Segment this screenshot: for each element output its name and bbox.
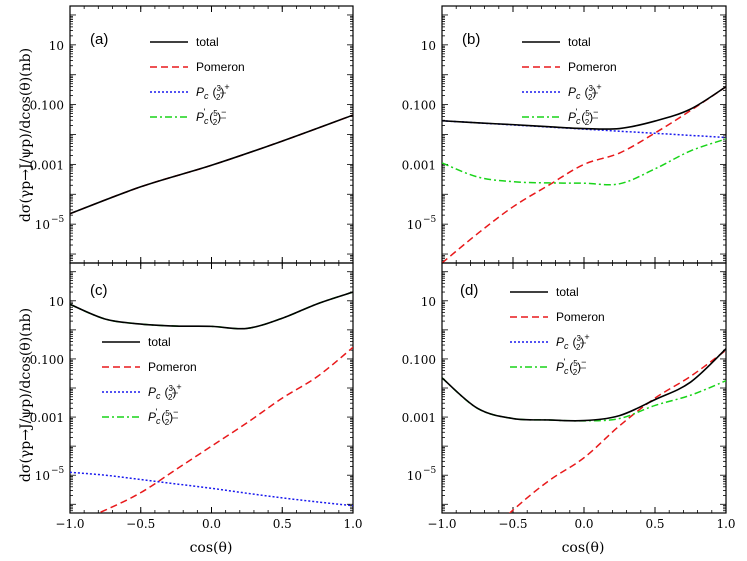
y-tick-label: 0.001 [402, 411, 436, 425]
y-tick-label: 0.001 [30, 411, 64, 425]
legend-label-pomeron: Pomeron [556, 310, 605, 324]
legend-label-pc32: Pc (3 2)+ [196, 82, 230, 102]
plot-frame [441, 262, 727, 514]
legend-label-total: total [568, 35, 591, 49]
series-line-total [70, 291, 353, 330]
legend-label-pomeron: Pomeron [568, 60, 617, 74]
y-tick-label: 10 [35, 218, 50, 232]
y-tick-label: 0.001 [402, 158, 436, 172]
legend-label-pc52: Pc' (5 2)− [556, 357, 586, 377]
legend: total Pomeron Pc (3 2)+ Pc' (5 2)− [522, 35, 617, 127]
legend-label-pc52: Pc' (5 2)− [568, 107, 598, 127]
x-tick-label: 0.5 [645, 517, 664, 531]
y-tick-label: 0.001 [30, 158, 64, 172]
series-line-pomeron [508, 349, 726, 513]
y-tick-exponent: −5 [423, 466, 437, 476]
y-tick-label: 0.100 [30, 99, 64, 113]
y-tick-label: 10 [421, 295, 436, 309]
x-tick-label: 1.0 [343, 517, 362, 531]
y-tick-label: 0.100 [402, 99, 436, 113]
y-tick-exponent: −5 [423, 215, 437, 225]
legend-label-total: total [556, 285, 579, 299]
legend: total Pomeron Pc (3 2)+ Pc' (5 2)− [102, 335, 197, 427]
panel-label: (a) [90, 31, 108, 48]
y-tick-label: 10 [407, 469, 422, 483]
series-line-pc52 [442, 377, 726, 422]
series-line-pomeron [70, 114, 353, 215]
y-axis-title-top: dσ(γp→J/ψp)/dcos(θ)(nb) [18, 48, 34, 222]
y-tick-exponent: −5 [51, 466, 65, 476]
series-line-pomeron [442, 86, 726, 263]
legend-label-pomeron: Pomeron [196, 60, 245, 74]
x-tick-label: 1.0 [716, 517, 735, 531]
legend: total Pomeron Pc (3 2)+ Pc' (5 2)− [510, 285, 605, 377]
x-tick-label: 0.5 [273, 517, 292, 531]
y-tick-label: 10 [407, 218, 422, 232]
x-tick-label: 0.0 [202, 517, 221, 531]
x-tick-label: 0.0 [574, 517, 593, 531]
series-line-total [442, 348, 726, 422]
legend-label-pomeron: Pomeron [148, 360, 197, 374]
x-tick-label: −1.0 [427, 517, 456, 531]
y-tick-label: 0.100 [402, 353, 436, 367]
legend-label-pc52: Pc' (5 2)− [148, 407, 178, 427]
y-tick-label: 0.100 [30, 353, 64, 367]
series-line-pc52 [442, 138, 726, 186]
y-tick-label: 10 [35, 469, 50, 483]
series-line-total [70, 114, 353, 215]
y-tick-label: 10 [421, 39, 436, 53]
y-tick-exponent: −5 [51, 215, 65, 225]
legend-label-pc32: Pc (3 2)+ [556, 332, 590, 352]
series-line-pomeron [96, 346, 353, 513]
panel-label: (b) [462, 31, 480, 48]
series-line-pc52 [70, 291, 353, 330]
x-tick-label: −0.5 [498, 517, 527, 531]
legend-label-pc32: Pc (3 2)+ [148, 382, 182, 402]
series-line-total [442, 86, 726, 130]
x-tick-label: −0.5 [126, 517, 155, 531]
y-tick-label: 10 [49, 39, 64, 53]
series-line-pc32 [70, 471, 353, 507]
legend: total Pomeron Pc (3 2)+ Pc' (5 2)− [150, 35, 245, 127]
x-axis-title-left: cos(θ) [190, 540, 233, 556]
x-tick-label: −1.0 [55, 517, 84, 531]
plot-frame [69, 262, 354, 514]
legend-label-pc32: Pc (3 2)+ [568, 82, 602, 102]
legend-label-pc52: Pc' (5 2)− [196, 107, 226, 127]
y-axis-title-bottom: dσ(γp→J/ψp)/dcos(θ)(nb) [18, 308, 34, 482]
panel-label: (c) [90, 282, 108, 299]
y-tick-label: 10 [49, 295, 64, 309]
legend-label-total: total [196, 35, 219, 49]
x-axis-title-right: cos(θ) [562, 540, 605, 556]
legend-label-total: total [148, 335, 171, 349]
panel-label: (d) [460, 282, 478, 299]
